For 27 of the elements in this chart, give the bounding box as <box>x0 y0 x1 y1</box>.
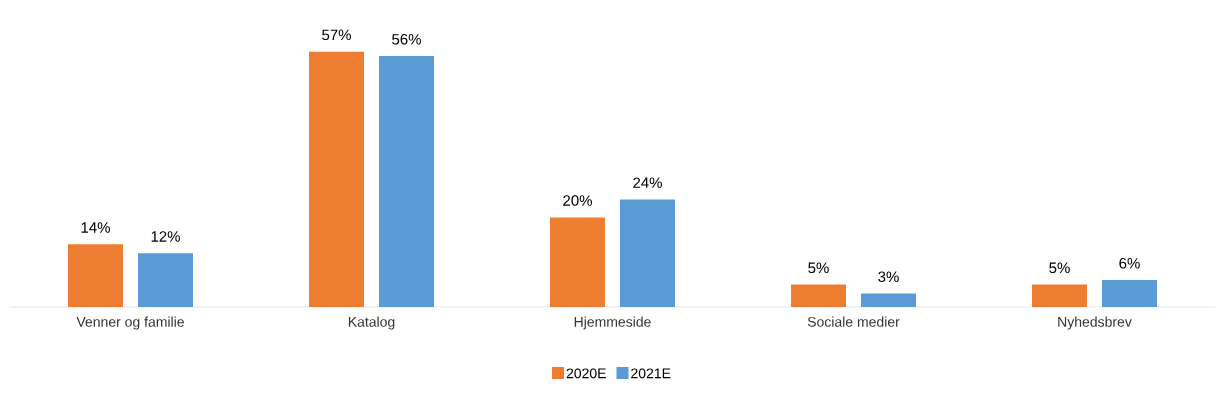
x-tick-label: Venner og familie <box>76 316 184 330</box>
bar <box>619 199 675 307</box>
data-label: 3% <box>878 271 899 283</box>
bar <box>1031 284 1087 307</box>
bar <box>379 56 434 307</box>
x-tick-label: Hjemmeside <box>574 316 651 330</box>
x-tick-label: Nyhedsbrev <box>1058 316 1132 330</box>
data-label: 12% <box>151 231 180 242</box>
data-label: 14% <box>81 222 110 233</box>
x-tick-label: Sociale medier <box>807 316 900 327</box>
data-label: 6% <box>1119 257 1140 269</box>
data-label: 20% <box>563 195 592 206</box>
bar <box>309 51 364 307</box>
x-tick-label: Katalog <box>348 316 395 330</box>
data-label: 56% <box>392 33 421 45</box>
bar <box>790 284 846 307</box>
data-label: 5% <box>1049 262 1070 274</box>
legend-label: 2020E <box>566 368 606 379</box>
data-label: 24% <box>633 177 662 188</box>
bar <box>549 217 605 307</box>
data-label: 5% <box>808 262 829 274</box>
bar <box>138 253 193 307</box>
bar <box>68 244 123 307</box>
legend-label: 2021E <box>631 368 671 379</box>
bar <box>1101 280 1157 307</box>
bar <box>860 293 916 307</box>
data-label: 57% <box>322 29 351 41</box>
